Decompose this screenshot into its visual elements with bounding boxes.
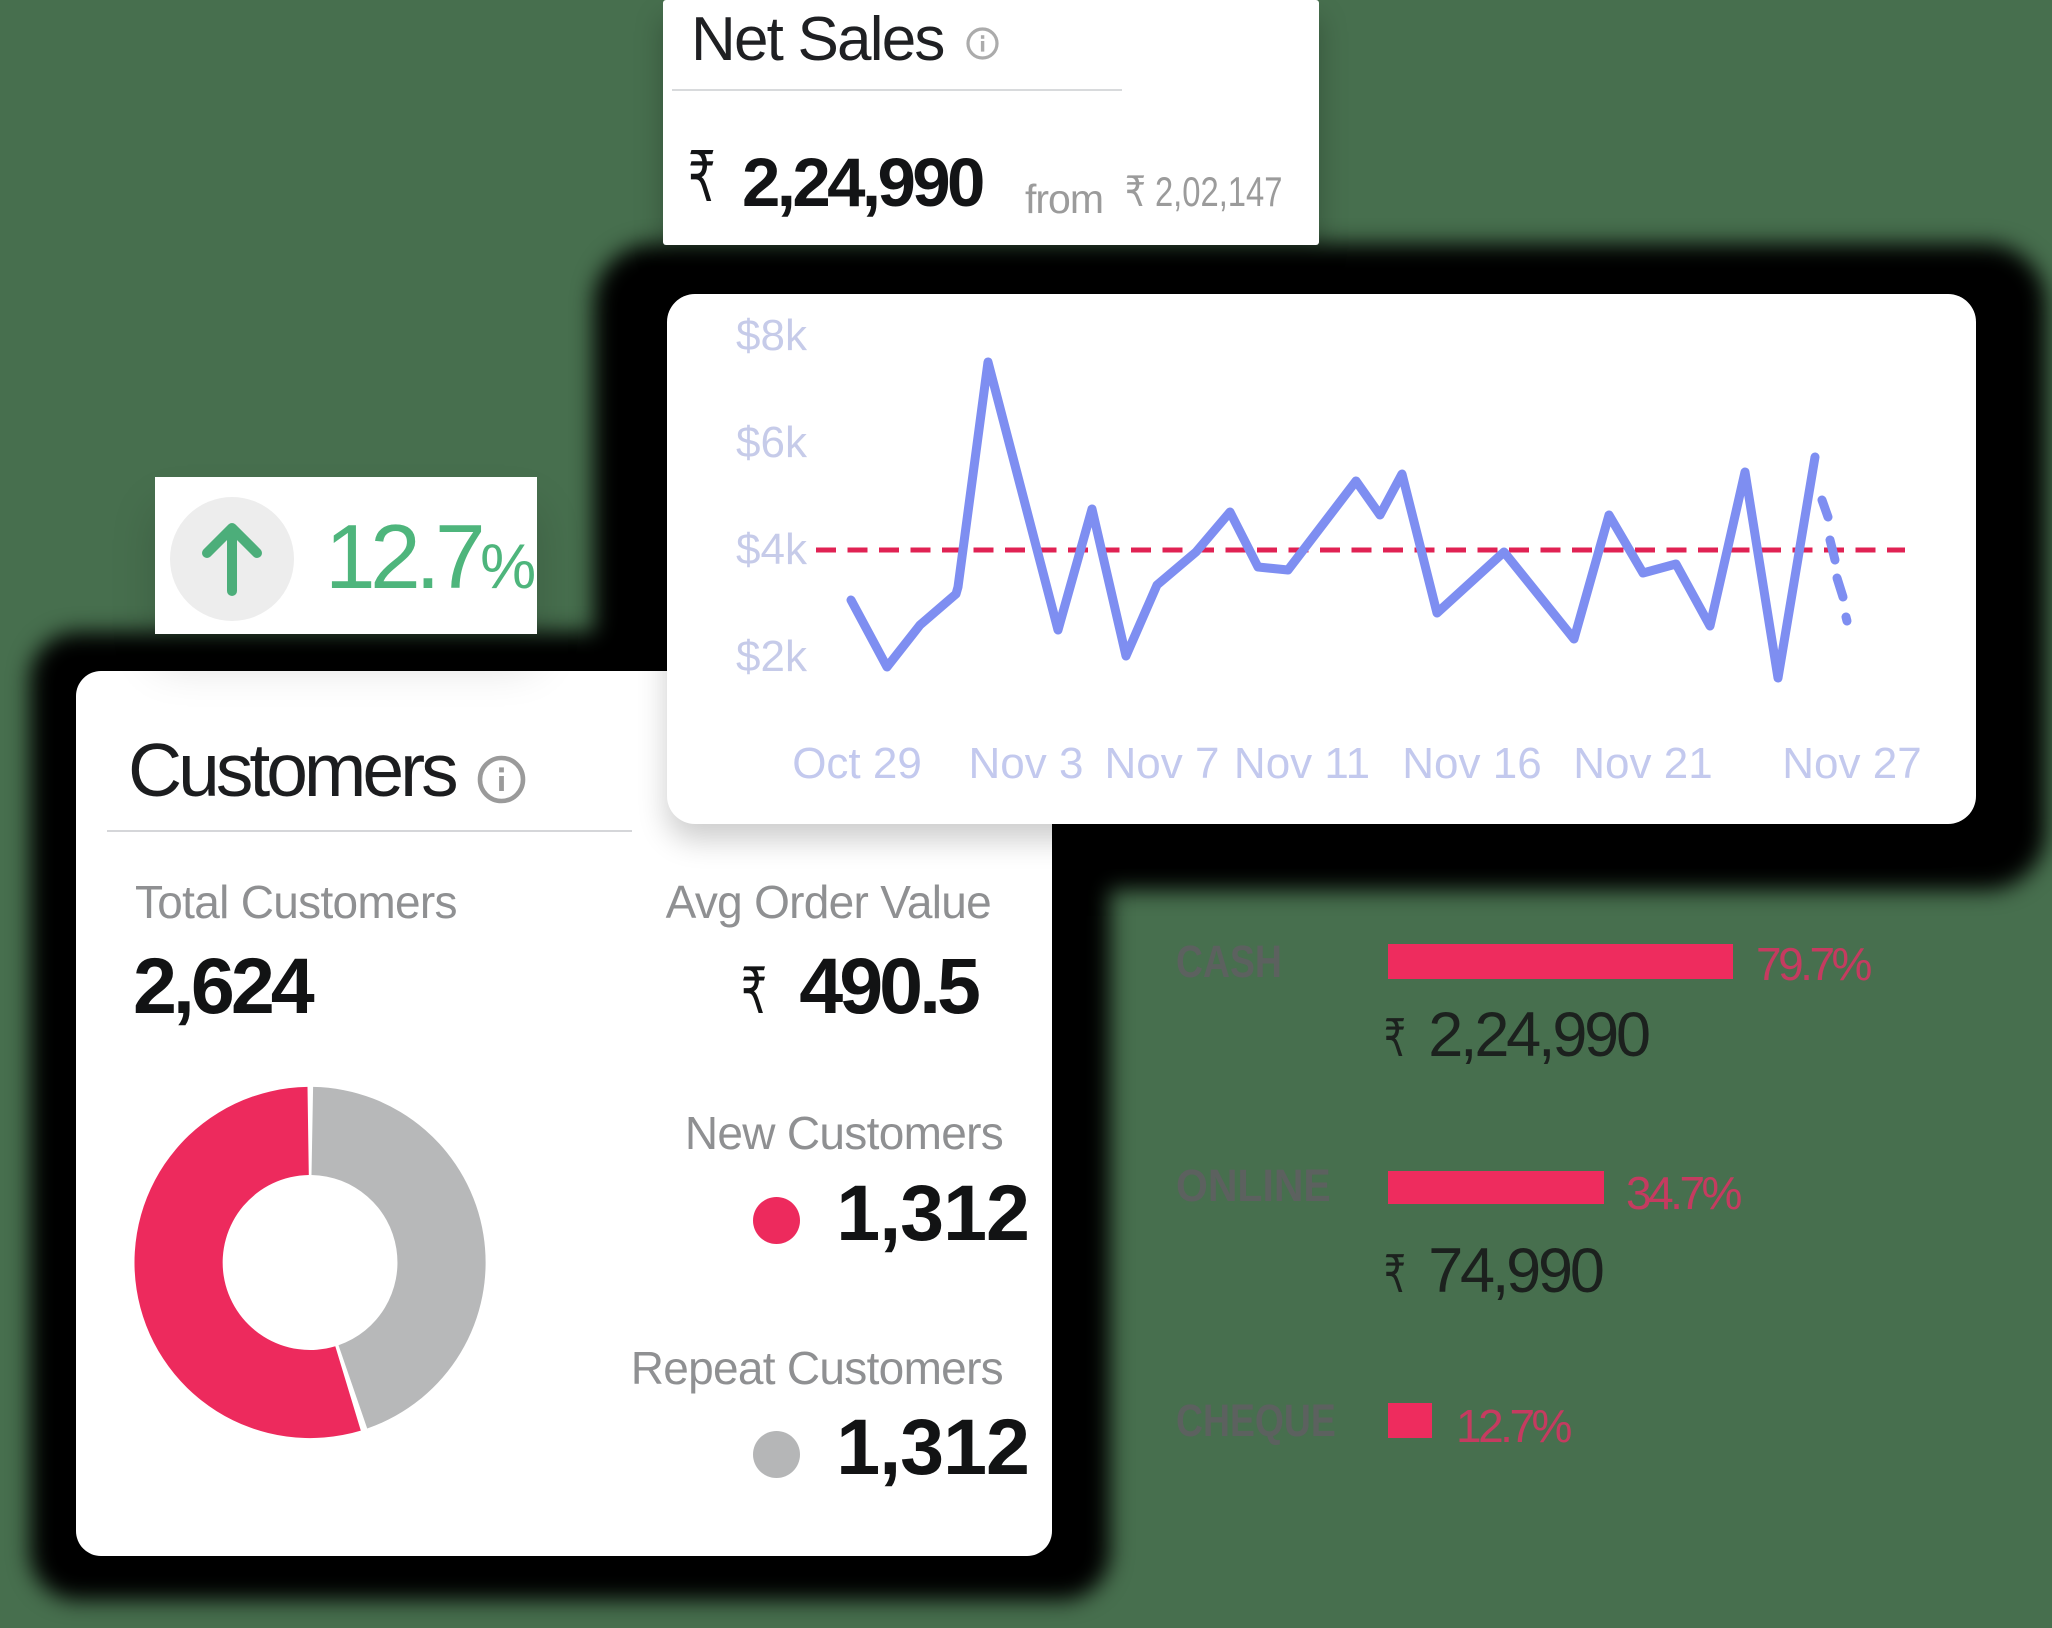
svg-text:Nov 16: Nov 16	[1402, 739, 1541, 788]
svg-text:$6k: $6k	[736, 418, 808, 467]
svg-text:$2k: $2k	[736, 632, 808, 681]
svg-text:Oct 29: Oct 29	[792, 739, 922, 788]
svg-text:Nov 21: Nov 21	[1573, 739, 1712, 788]
svg-text:Nov 27: Nov 27	[1782, 739, 1921, 788]
svg-text:Nov 3: Nov 3	[969, 739, 1084, 788]
svg-text:$8k: $8k	[736, 311, 808, 360]
svg-text:Nov 7: Nov 7	[1105, 739, 1220, 788]
svg-text:Nov 11: Nov 11	[1234, 739, 1370, 788]
svg-text:$4k: $4k	[736, 525, 808, 574]
